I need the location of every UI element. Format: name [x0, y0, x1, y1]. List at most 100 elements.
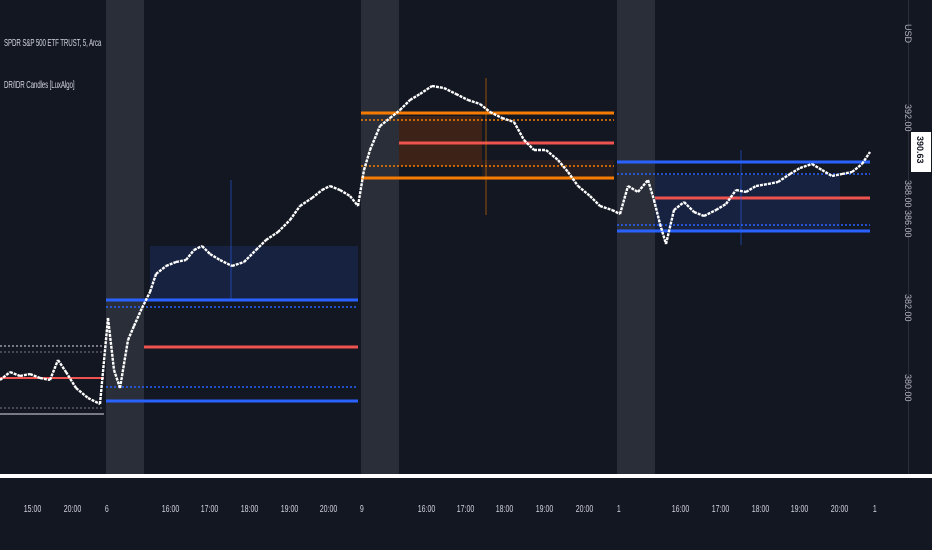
candle-segment: [75, 387, 89, 399]
time-tick: 19:00: [535, 504, 554, 515]
candle-segment: [155, 265, 167, 275]
candle-segment: [277, 219, 291, 233]
candle-segment: [368, 125, 382, 151]
candle-segment: [589, 195, 601, 207]
candle-segment: [409, 92, 421, 102]
range-box-2: [106, 246, 358, 403]
candle-segment: [356, 169, 366, 207]
candle-segment: [339, 188, 351, 198]
candle-segment: [523, 139, 535, 151]
candle-segment: [209, 252, 221, 262]
candle-segment: [725, 189, 737, 205]
time-tick: 20:00: [319, 504, 338, 515]
candle-segment: [501, 116, 515, 124]
candle-segment: [715, 202, 727, 212]
symbol-legend[interactable]: SPDR S&P 500 ETF TRUST, 5, Arca: [4, 38, 102, 49]
range-box-3: [361, 78, 614, 215]
indicator-legend[interactable]: DR/IDR Candles [LuxAlgo]: [4, 80, 75, 91]
candle-segment: [219, 258, 233, 268]
chart-area[interactable]: SPDR S&P 500 ETF TRUST, 5, Arca DR/IDR C…: [0, 0, 908, 474]
candle-segment: [87, 396, 101, 406]
time-tick: 17:00: [456, 504, 475, 515]
candle-segment: [664, 209, 676, 245]
candle-segment: [112, 369, 122, 389]
candle-segment: [683, 201, 695, 213]
candle-segment: [201, 245, 211, 255]
candle-segment: [658, 223, 668, 245]
time-tick: 16:00: [161, 504, 180, 515]
candle-segment: [745, 184, 757, 194]
candle-segment: [29, 372, 41, 380]
time-tick: 20:00: [63, 504, 82, 515]
time-tick: 18:00: [495, 504, 514, 515]
candle-segment: [567, 171, 579, 187]
price-tick: 380.00: [903, 374, 913, 402]
session-shade: [361, 0, 399, 474]
candle-segment: [231, 260, 245, 268]
candle-segment: [299, 197, 313, 207]
candle-segment: [618, 185, 630, 215]
price-tick: 382.00: [903, 294, 913, 322]
candle-segment: [255, 239, 267, 251]
candle-segment: [557, 159, 569, 173]
candle-segment: [611, 208, 621, 216]
time-tick: 18:00: [751, 504, 770, 515]
session-shade: [617, 0, 655, 474]
candle-segment: [329, 184, 341, 192]
time-tick: 15:00: [23, 504, 42, 515]
time-tick: 19:00: [790, 504, 809, 515]
candle-segment: [19, 372, 31, 378]
candle-segment: [673, 201, 685, 211]
time-tick: 20:00: [830, 504, 849, 515]
candle-segment: [57, 359, 67, 373]
candle-segment: [64, 371, 78, 389]
candle-segment: [841, 170, 853, 176]
candle-segment: [106, 317, 116, 371]
candle-segment: [431, 84, 445, 90]
candle-segment: [0, 371, 11, 381]
candle-segment: [185, 249, 195, 261]
candle-segment: [479, 103, 491, 113]
price-chart[interactable]: [0, 0, 908, 474]
session-shade: [106, 0, 144, 474]
time-tick: 1: [616, 504, 621, 515]
candle-segment: [399, 99, 411, 111]
candle-segment: [321, 184, 331, 192]
current-price-value: 390.63: [915, 136, 925, 164]
time-tick: 6: [104, 504, 109, 515]
currency-label: USD: [903, 24, 913, 44]
candle-segment: [243, 249, 257, 263]
range-box-1: [0, 345, 104, 415]
candle-segment: [126, 325, 136, 341]
price-axis[interactable]: USD 392.00 388.00 386.00 382.00 380.00 3…: [903, 0, 932, 474]
time-tick: 19:00: [280, 504, 299, 515]
price-tick: 388.00: [903, 180, 913, 208]
candle-segment: [693, 210, 705, 218]
candle-segment: [637, 179, 649, 193]
candle-segment: [9, 370, 21, 378]
candle-segment: [148, 273, 158, 293]
candle-segment: [799, 162, 813, 170]
candle-segment: [311, 189, 323, 199]
time-tick: 1: [872, 504, 877, 515]
candle-segment: [599, 204, 613, 212]
time-tick: 16:00: [417, 504, 436, 515]
candle-segment: [193, 244, 203, 252]
candle-segment: [652, 199, 662, 225]
candle-segment: [851, 163, 863, 173]
candle-segment: [811, 162, 823, 172]
candle-segment: [265, 231, 279, 241]
candle-segment: [831, 172, 843, 178]
candle-segment: [118, 339, 130, 389]
time-tick: 17:00: [711, 504, 730, 515]
candle-segment: [821, 168, 833, 178]
time-tick: 20:00: [575, 504, 594, 515]
candle-segment: [777, 173, 791, 183]
candle-segment: [467, 98, 481, 106]
candle-segment: [755, 182, 769, 188]
candle-segment: [443, 86, 457, 96]
candle-segment: [861, 151, 871, 165]
candle-segment: [646, 179, 656, 201]
time-axis[interactable]: 15:00 20:00 6 16:00 17:00 18:00 19:00 20…: [0, 478, 932, 550]
time-tick: 18:00: [240, 504, 259, 515]
